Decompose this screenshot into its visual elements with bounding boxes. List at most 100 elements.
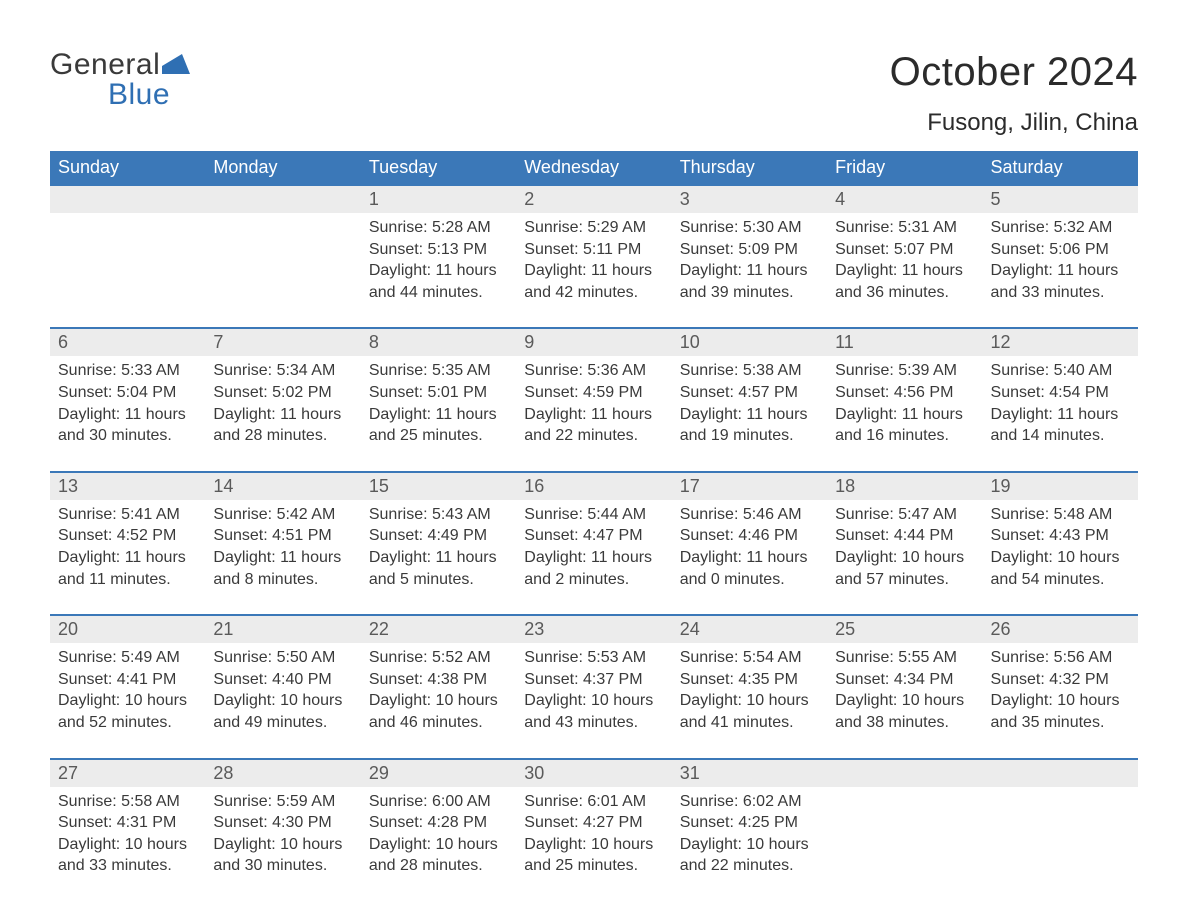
daylight-text: and 35 minutes. xyxy=(991,712,1130,734)
day-number xyxy=(50,186,205,213)
day-body: Sunrise: 5:54 AMSunset: 4:35 PMDaylight:… xyxy=(672,643,827,733)
day-body: Sunrise: 5:55 AMSunset: 4:34 PMDaylight:… xyxy=(827,643,982,733)
daylight-text: Daylight: 10 hours xyxy=(680,690,819,712)
sunrise-text: Sunrise: 5:38 AM xyxy=(680,360,819,382)
sunrise-text: Sunrise: 5:50 AM xyxy=(213,647,352,669)
day-cell: 2 Sunrise: 5:29 AMSunset: 5:11 PMDaylight… xyxy=(516,185,671,328)
day-number: 6 xyxy=(50,329,205,356)
day-number: 25 xyxy=(827,616,982,643)
daylight-text: Daylight: 10 hours xyxy=(680,834,819,856)
sunset-text: Sunset: 4:25 PM xyxy=(680,812,819,834)
empty-day-cell xyxy=(827,759,982,901)
daylight-text: Daylight: 10 hours xyxy=(213,690,352,712)
daylight-text: Daylight: 11 hours xyxy=(524,547,663,569)
day-cell: 26Sunrise: 5:56 AMSunset: 4:32 PMDayligh… xyxy=(983,615,1138,758)
day-number: 7 xyxy=(205,329,360,356)
sunrise-text: Sunrise: 5:31 AM xyxy=(835,217,974,239)
daylight-text: Daylight: 11 hours xyxy=(680,260,819,282)
day-number: 17 xyxy=(672,473,827,500)
sunset-text: Sunset: 5:11 PM xyxy=(524,239,663,261)
day-body: Sunrise: 5:28 AMSunset: 5:13 PMDaylight:… xyxy=(361,213,516,303)
day-cell: 20 Sunrise: 5:49 AMSunset: 4:41 PMDayligh… xyxy=(50,615,205,758)
day-number: 10 xyxy=(672,329,827,356)
day-body: Sunrise: 5:43 AMSunset: 4:49 PMDaylight:… xyxy=(361,500,516,590)
day-number: 19 xyxy=(983,473,1138,500)
day-cell: 11Sunrise: 5:39 AMSunset: 4:56 PMDayligh… xyxy=(827,328,982,471)
sunset-text: Sunset: 4:35 PM xyxy=(680,669,819,691)
daylight-text: Daylight: 10 hours xyxy=(835,690,974,712)
day-cell: 7Sunrise: 5:34 AMSunset: 5:02 PMDaylight… xyxy=(205,328,360,471)
daylight-text: and 25 minutes. xyxy=(369,425,508,447)
logo: General Blue xyxy=(50,50,190,110)
day-body: Sunrise: 5:59 AMSunset: 4:30 PMDaylight:… xyxy=(205,787,360,877)
sunrise-text: Sunrise: 5:52 AM xyxy=(369,647,508,669)
day-cell: 13Sunrise: 5:41 AMSunset: 4:52 PMDayligh… xyxy=(50,472,205,615)
daylight-text: and 44 minutes. xyxy=(369,282,508,304)
day-number: 3 xyxy=(672,186,827,213)
sunset-text: Sunset: 4:43 PM xyxy=(991,525,1130,547)
calendar-table: SundayMondayTuesdayWednesdayThursdayFrid… xyxy=(50,151,1138,901)
daylight-text: Daylight: 10 hours xyxy=(213,834,352,856)
day-cell: 22Sunrise: 5:52 AMSunset: 4:38 PMDayligh… xyxy=(361,615,516,758)
day-cell: 27Sunrise: 5:58 AMSunset: 4:31 PMDayligh… xyxy=(50,759,205,901)
daylight-text: Daylight: 10 hours xyxy=(58,834,197,856)
sunset-text: Sunset: 5:07 PM xyxy=(835,239,974,261)
daylight-text: and 42 minutes. xyxy=(524,282,663,304)
sunrise-text: Sunrise: 5:33 AM xyxy=(58,360,197,382)
daylight-text: Daylight: 11 hours xyxy=(680,547,819,569)
week-row: 27Sunrise: 5:58 AMSunset: 4:31 PMDayligh… xyxy=(50,759,1138,901)
day-body: Sunrise: 5:32 AMSunset: 5:06 PMDaylight:… xyxy=(983,213,1138,303)
daylight-text: and 2 minutes. xyxy=(524,569,663,591)
day-body: Sunrise: 5:42 AMSunset: 4:51 PMDaylight:… xyxy=(205,500,360,590)
daylight-text: and 19 minutes. xyxy=(680,425,819,447)
day-cell: 6Sunrise: 5:33 AMSunset: 5:04 PMDaylight… xyxy=(50,328,205,471)
sunset-text: Sunset: 4:34 PM xyxy=(835,669,974,691)
day-number: 20 xyxy=(50,616,205,643)
weekday-header: Tuesday xyxy=(361,151,516,185)
day-cell: 29Sunrise: 6:00 AMSunset: 4:28 PMDayligh… xyxy=(361,759,516,901)
day-number: 18 xyxy=(827,473,982,500)
day-body: Sunrise: 5:38 AMSunset: 4:57 PMDaylight:… xyxy=(672,356,827,446)
daylight-text: and 49 minutes. xyxy=(213,712,352,734)
daylight-text: Daylight: 11 hours xyxy=(524,260,663,282)
day-number: 11 xyxy=(827,329,982,356)
daylight-text: Daylight: 10 hours xyxy=(991,690,1130,712)
day-cell: 21Sunrise: 5:50 AMSunset: 4:40 PMDayligh… xyxy=(205,615,360,758)
day-body: Sunrise: 5:50 AMSunset: 4:40 PMDaylight:… xyxy=(205,643,360,733)
daylight-text: and 36 minutes. xyxy=(835,282,974,304)
day-number: 5 xyxy=(983,186,1138,213)
sunrise-text: Sunrise: 5:59 AM xyxy=(213,791,352,813)
day-number xyxy=(205,186,360,213)
day-body: Sunrise: 5:52 AMSunset: 4:38 PMDaylight:… xyxy=(361,643,516,733)
day-number: 26 xyxy=(983,616,1138,643)
daylight-text: Daylight: 11 hours xyxy=(58,404,197,426)
day-number: 13 xyxy=(50,473,205,500)
sunrise-text: Sunrise: 6:01 AM xyxy=(524,791,663,813)
weekday-header: Monday xyxy=(205,151,360,185)
day-body: Sunrise: 5:34 AMSunset: 5:02 PMDaylight:… xyxy=(205,356,360,446)
flag-icon xyxy=(162,54,190,78)
daylight-text: Daylight: 11 hours xyxy=(58,547,197,569)
day-number: 2 xyxy=(516,186,671,213)
daylight-text: and 30 minutes. xyxy=(58,425,197,447)
day-body: Sunrise: 5:40 AMSunset: 4:54 PMDaylight:… xyxy=(983,356,1138,446)
sunrise-text: Sunrise: 5:49 AM xyxy=(58,647,197,669)
daylight-text: and 5 minutes. xyxy=(369,569,508,591)
daylight-text: Daylight: 11 hours xyxy=(369,404,508,426)
sunset-text: Sunset: 4:46 PM xyxy=(680,525,819,547)
sunrise-text: Sunrise: 5:30 AM xyxy=(680,217,819,239)
sunrise-text: Sunrise: 5:32 AM xyxy=(991,217,1130,239)
day-cell: 24Sunrise: 5:54 AMSunset: 4:35 PMDayligh… xyxy=(672,615,827,758)
daylight-text: Daylight: 10 hours xyxy=(58,690,197,712)
sunset-text: Sunset: 4:47 PM xyxy=(524,525,663,547)
sunset-text: Sunset: 4:59 PM xyxy=(524,382,663,404)
sunset-text: Sunset: 4:30 PM xyxy=(213,812,352,834)
daylight-text: and 54 minutes. xyxy=(991,569,1130,591)
sunrise-text: Sunrise: 5:29 AM xyxy=(524,217,663,239)
sunset-text: Sunset: 4:41 PM xyxy=(58,669,197,691)
day-cell: 3Sunrise: 5:30 AMSunset: 5:09 PMDaylight… xyxy=(672,185,827,328)
weekday-header: Saturday xyxy=(983,151,1138,185)
sunset-text: Sunset: 4:32 PM xyxy=(991,669,1130,691)
day-body: Sunrise: 5:48 AMSunset: 4:43 PMDaylight:… xyxy=(983,500,1138,590)
day-number: 29 xyxy=(361,760,516,787)
